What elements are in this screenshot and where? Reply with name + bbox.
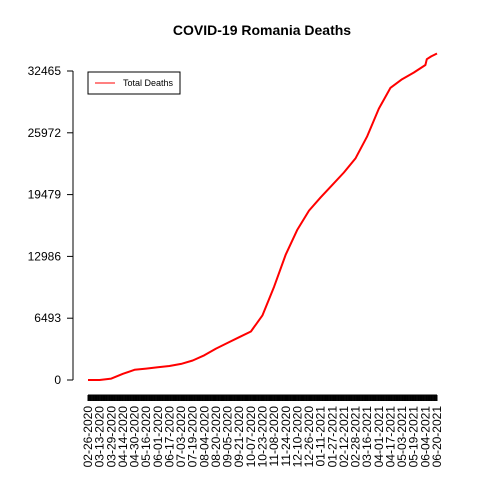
x-tick-label: 04-17-2021 — [383, 406, 397, 468]
x-tick-label: 07-03-2020 — [174, 406, 188, 468]
x-tick-label: 12-26-2020 — [302, 406, 316, 468]
y-axis: 0 6493 12986 19479 25972 32465 — [28, 64, 74, 387]
y-tick-label: 6493 — [34, 311, 61, 325]
x-tick-label: 04-30-2020 — [128, 406, 142, 468]
x-tick-label: 03-29-2020 — [104, 406, 118, 468]
y-tick-label: 25972 — [28, 126, 62, 140]
x-tick-label: 02-12-2021 — [337, 406, 351, 468]
legend-label-total-deaths: Total Deaths — [123, 78, 174, 88]
x-tick-label: 11-08-2020 — [267, 406, 281, 467]
x-tick-label: 09-21-2020 — [232, 406, 246, 468]
chart-title: COVID-19 Romania Deaths — [173, 22, 351, 38]
x-tick-label: 08-04-2020 — [197, 406, 211, 468]
x-tick-label: 12-10-2020 — [290, 406, 304, 468]
y-tick-label: 32465 — [28, 64, 62, 78]
x-tick-label: 04-01-2021 — [372, 406, 386, 468]
x-tick-label: 05-16-2020 — [139, 406, 153, 468]
x-axis: 02-26-202003-13-202003-29-202004-14-2020… — [81, 394, 444, 468]
x-tick-label: 01-11-2021 — [314, 406, 328, 467]
x-tick-label: 11-24-2020 — [279, 406, 293, 467]
plot-area — [88, 52, 438, 381]
legend: Total Deaths — [87, 71, 181, 95]
x-tick-label: 05-19-2021 — [407, 406, 421, 468]
x-tick-label: 03-16-2021 — [360, 406, 374, 468]
x-tick-label: 09-05-2020 — [221, 406, 235, 468]
y-tick-label: 0 — [54, 373, 61, 387]
legend-box — [87, 71, 181, 95]
x-tick-label: 06-04-2021 — [418, 406, 432, 468]
x-tick-label: 03-13-2020 — [93, 406, 107, 468]
x-tick-label: 08-20-2020 — [209, 406, 223, 468]
x-tick-label: 10-23-2020 — [256, 406, 270, 468]
x-tick-label: 06-01-2020 — [151, 406, 165, 468]
x-tick-label: 01-27-2021 — [325, 406, 339, 468]
x-tick-label: 07-19-2020 — [186, 406, 200, 468]
x-tick-label: 06-17-2020 — [162, 406, 176, 468]
x-tick-label: 05-03-2021 — [395, 406, 409, 468]
x-tick-label: 04-14-2020 — [116, 406, 130, 468]
x-tick-label: 02-28-2021 — [349, 406, 363, 468]
y-tick-label: 12986 — [28, 249, 62, 263]
x-tick-label: 06-20-2021 — [430, 406, 444, 468]
y-tick-label: 19479 — [28, 188, 62, 202]
series-line-total-deaths — [88, 52, 438, 381]
x-tick-label: 02-26-2020 — [81, 406, 95, 468]
x-tick-label: 10-07-2020 — [244, 406, 258, 468]
